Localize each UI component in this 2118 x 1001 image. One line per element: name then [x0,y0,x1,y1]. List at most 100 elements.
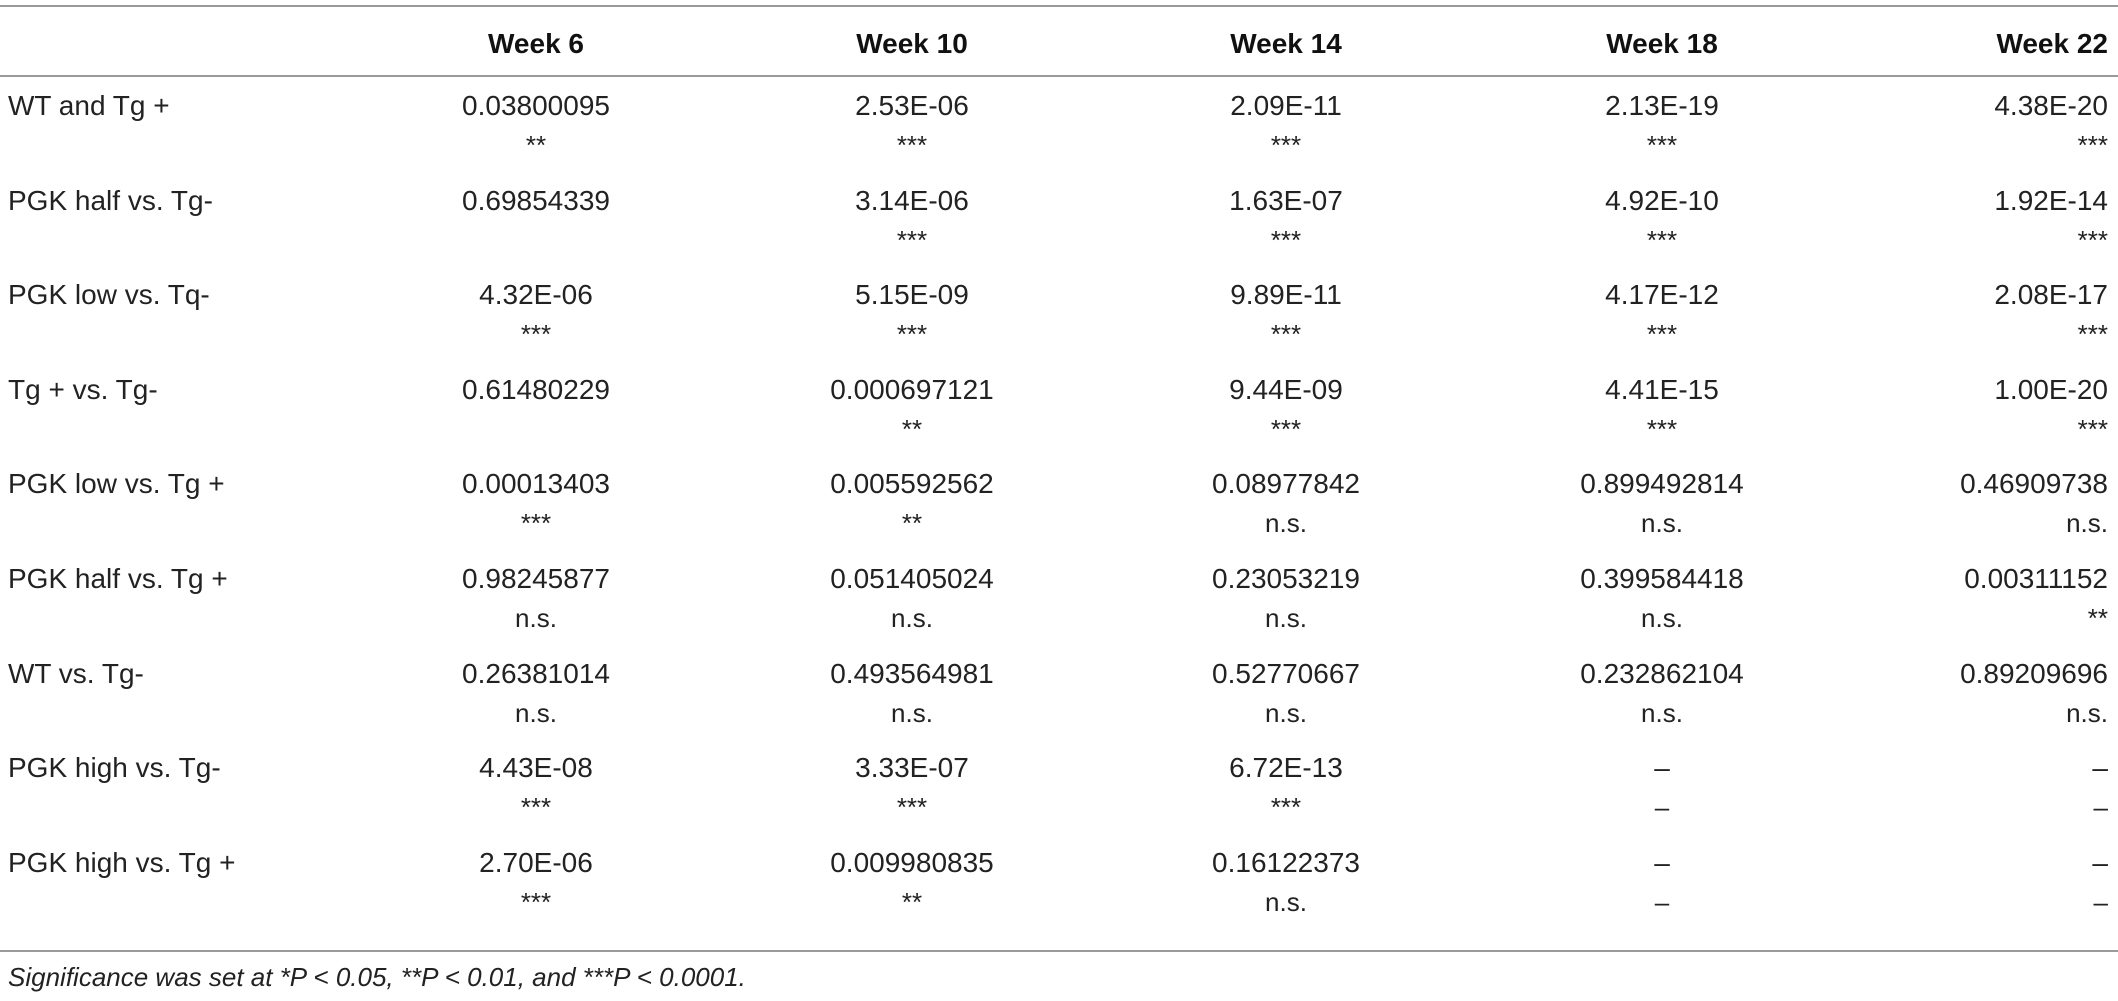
p-value: 9.89E-11 [1230,279,1342,311]
table-row: PGK half vs. Tg +0.98245877 n.s. 0.0514050… [0,551,2118,645]
table-cell: 2.70E-06 *** [336,835,736,929]
table-cell: 0.493564981 n.s. [712,646,1112,740]
table-cell: 9.44E-09 *** [1086,362,1486,456]
table-row: PGK half vs. Tg- 0.69854339 3.14E-06 *** 1.6… [0,173,2118,267]
significance-marker: ** [901,508,923,539]
p-value: 4.38E-20 [1994,90,2108,121]
p-value: 0.03800095 [462,90,610,121]
row-label: PGK half vs. Tg- [8,184,213,216]
p-value: 0.46909738 [1960,468,2108,500]
significance-marker: n.s. [2066,508,2108,539]
p-value: 0.23053219 [1212,563,1360,594]
p-value: 0.26381014 [462,657,610,689]
table-cell: 0.08977842 n.s. [1086,456,1486,550]
significance-marker: n.s. [1641,508,1683,539]
significance-marker: *** [1646,130,1678,160]
table-cell: 0.00013403 *** [336,456,736,550]
p-value: 4.32E-06 [479,279,593,311]
table-cell: 0.98245877 n.s. [336,551,736,645]
p-value: 2.13E-19 [1605,90,1719,121]
table-cell: 3.14E-06 *** [712,173,1112,267]
column-header-week-18: Week 18 [1606,28,1718,59]
p-value: 0.009980835 [830,846,994,878]
table-header-rule [0,75,2118,77]
row-label: PGK low vs. Tq- [8,279,210,311]
p-value: 2.53E-06 [855,90,969,121]
row-label: WT vs. Tg- [8,657,144,689]
table-cell: 1.00E-20 *** [1808,362,2108,456]
significance-marker: n.s. [1265,886,1307,917]
table-cell: 4.41E-15 *** [1462,362,1862,456]
p-value: – [1654,846,1670,878]
p-value: 3.14E-06 [855,184,969,216]
p-value: 1.92E-14 [1994,184,2108,216]
p-value: 0.232862104 [1580,657,1744,689]
p-value: 1.63E-07 [1229,184,1343,216]
column-header-week-10: Week 10 [856,28,968,59]
significance-marker: ** [2087,603,2108,633]
p-value: 0.52770667 [1212,657,1360,689]
table-cell: – – [1808,740,2108,834]
table-top-rule [0,5,2118,7]
p-value: 0.000697121 [830,373,994,405]
row-label: Tg + vs. Tg- [8,373,158,405]
p-value: 4.43E-08 [479,752,593,784]
p-value: 5.15E-09 [855,279,969,311]
table-cell: 6.72E-13 *** [1086,740,1486,834]
p-value: 0.89209696 [1960,657,2108,689]
table-cell: – – [1808,835,2108,929]
table-row: PGK high vs. Tg + 2.70E-06 *** 0.009980835 *… [0,835,2118,929]
table-row: PGK high vs. Tg- 4.43E-08 *** 3.33E-07 *** 6.… [0,740,2118,834]
table-row: PGK low vs. Tq- 4.32E-06 *** 5.15E-09 *** 9.8… [0,267,2118,361]
table-cell: 4.92E-10 *** [1462,173,1862,267]
table-cell: 9.89E-11 *** [1086,267,1486,361]
table-cell: 0.61480229 [336,362,736,456]
significance-marker: – [2093,792,2108,823]
p-value: 0.00311152 [1964,563,2108,594]
significance-marker: *** [896,792,928,823]
table-cell: 2.08E-17 *** [1808,267,2108,361]
significance-marker: – [1654,886,1670,917]
table-bottom-rule [0,950,2118,952]
table-cell: 2.53E-06 *** [712,78,1112,172]
row-label: WT and Tg + [8,90,170,121]
significance-marker: n.s. [1641,603,1683,633]
table-cell: 0.69854339 [336,173,736,267]
column-header-week-6: Week 6 [488,28,584,59]
significance-marker: *** [2077,413,2108,444]
significance-marker: n.s. [1265,697,1307,728]
p-value: 0.69854339 [462,184,610,216]
table-row: WT and Tg +0.03800095 ** 2.53E-06 *** 2.09E-… [0,78,2118,172]
table-cell: 0.399584418 n.s. [1462,551,1862,645]
p-value: – [2092,846,2108,878]
table-row: PGK low vs. Tg + 0.00013403 *** 0.005592562… [0,456,2118,550]
p-value: 0.00013403 [462,468,610,500]
significance-marker: *** [2077,224,2108,255]
table-cell: 3.33E-07 *** [712,740,1112,834]
table-cell: 4.32E-06 *** [336,267,736,361]
column-header-week-14: Week 14 [1230,28,1342,59]
significance-marker: n.s. [2066,697,2108,728]
table-cell: 0.23053219 n.s. [1086,551,1486,645]
significance-marker: ** [901,886,923,917]
row-label: PGK half vs. Tg + [8,563,228,594]
table-cell: 0.00311152 ** [1808,551,2108,645]
p-value: 3.33E-07 [855,752,969,784]
p-value: 0.08977842 [1212,468,1360,500]
significance-marker: n.s. [1641,697,1683,728]
table-cell: – – [1462,740,1862,834]
significance-marker: ** [901,413,923,444]
table-cell: 0.89209696 n.s. [1808,646,2108,740]
significance-marker: n.s. [1265,603,1307,633]
p-value: 9.44E-09 [1229,373,1343,405]
significance-marker: *** [896,130,928,160]
row-label: PGK low vs. Tg + [8,468,225,500]
p-value: – [1654,752,1670,784]
table-cell: 0.52770667 n.s. [1086,646,1486,740]
table-cell: 2.13E-19 *** [1462,78,1862,172]
table-cell: 0.051405024 n.s. [712,551,1112,645]
p-value: 0.98245877 [462,563,610,594]
table-cell: 0.232862104 n.s. [1462,646,1862,740]
row-label: PGK high vs. Tg- [8,752,221,784]
significance-marker: n.s. [1265,508,1307,539]
